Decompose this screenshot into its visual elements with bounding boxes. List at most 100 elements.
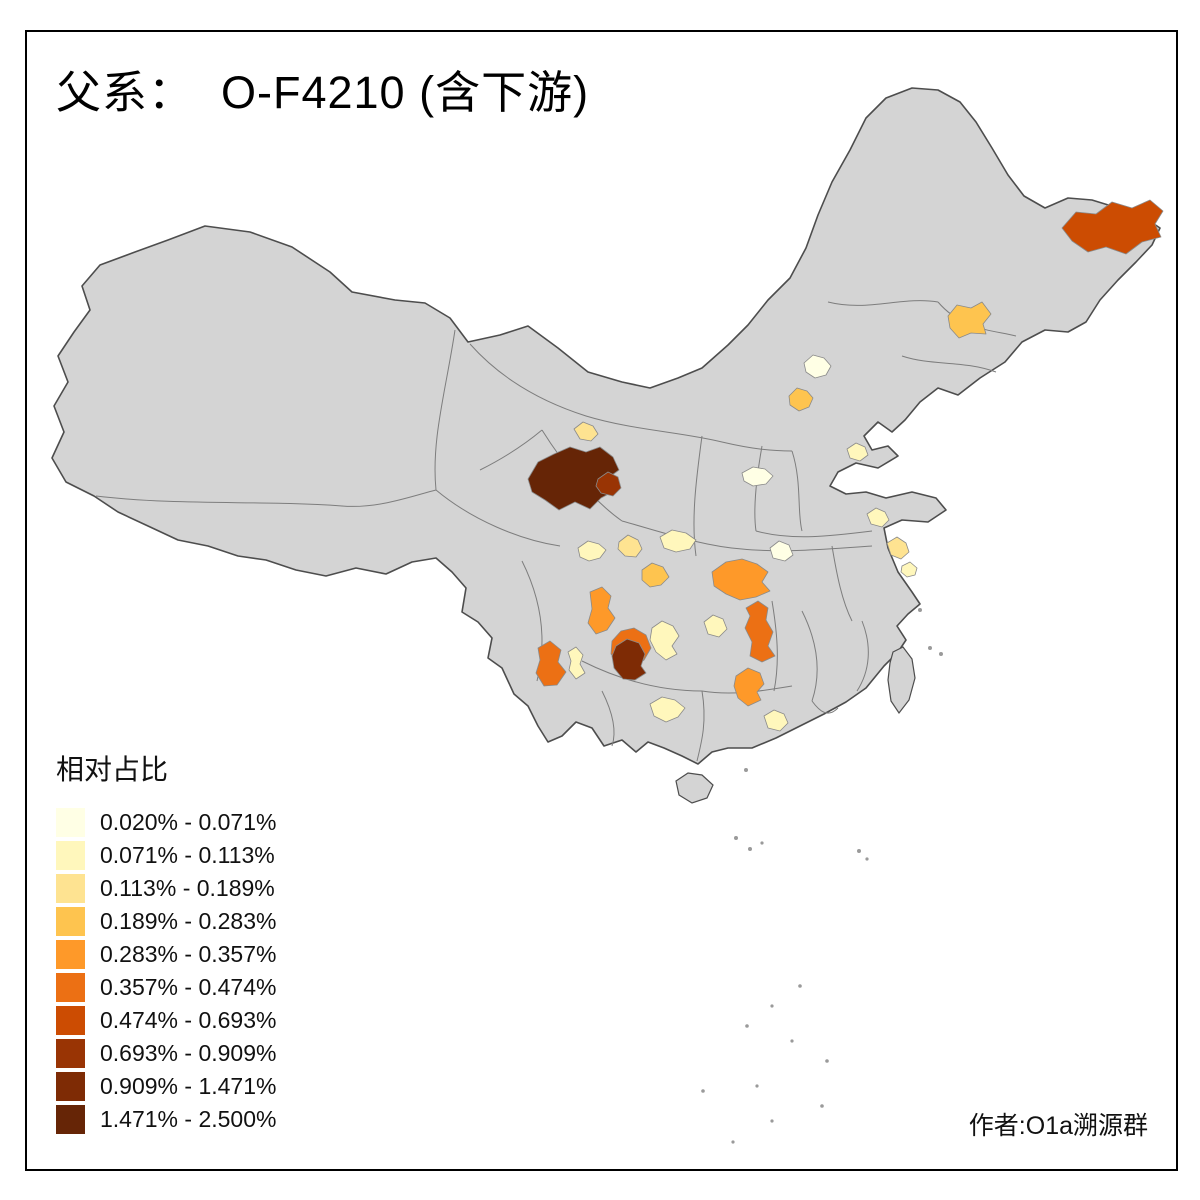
highlighted-regions: [527, 199, 1164, 732]
map-region: [866, 507, 890, 528]
border-line: [435, 489, 561, 547]
sea-islets: [701, 608, 943, 1144]
islet-dot: [748, 847, 752, 851]
border-line: [771, 600, 778, 692]
legend-label: 0.189% - 0.283%: [100, 908, 277, 934]
map-region: [659, 529, 697, 553]
map-region: [641, 562, 670, 588]
legend-swatch: [56, 808, 85, 837]
map-region: [769, 540, 794, 562]
islet-dot: [755, 1084, 759, 1088]
border-line: [601, 690, 615, 747]
legend-item: 0.693% - 0.909%: [56, 1039, 276, 1068]
border-line: [827, 300, 939, 306]
author-credit: 作者:O1a溯源群: [968, 1112, 1148, 1140]
islet-dot: [857, 849, 861, 853]
legend-item: 0.020% - 0.071%: [56, 808, 276, 837]
legend-item: 0.909% - 1.471%: [56, 1072, 276, 1101]
legend-label: 0.020% - 0.071%: [100, 809, 277, 835]
border-line: [801, 610, 818, 702]
legend-swatch: [56, 841, 85, 870]
legend-swatch: [56, 874, 85, 903]
islet-dot: [790, 1039, 794, 1043]
legend-label: 1.471% - 2.500%: [100, 1106, 277, 1132]
legend-label: 0.474% - 0.693%: [100, 1007, 277, 1033]
map-region: [846, 442, 869, 462]
border-line: [811, 700, 839, 714]
legend-item: 0.189% - 0.283%: [56, 907, 276, 936]
islet-dot: [701, 1089, 705, 1093]
islands: [675, 646, 916, 804]
legend-swatch: [56, 1039, 85, 1068]
china-outline: [51, 87, 1161, 765]
islet-dot: [731, 1140, 735, 1144]
legend-swatch: [56, 1105, 85, 1134]
legend-label: 0.071% - 0.113%: [100, 842, 275, 868]
border-line: [696, 690, 705, 762]
map-region: [900, 561, 918, 578]
islet-dot: [928, 646, 932, 650]
islet-dot: [918, 608, 922, 612]
legend-label: 0.909% - 1.471%: [100, 1073, 277, 1099]
map-region: [886, 536, 910, 560]
map-region: [567, 646, 586, 680]
map-region: [595, 471, 622, 497]
islet-dot: [760, 841, 764, 845]
islet-dot: [744, 768, 748, 772]
taiwan-island: [887, 646, 916, 715]
map-region: [577, 540, 607, 562]
province-borders: [95, 300, 1017, 762]
border-line: [621, 520, 873, 552]
legend-swatch: [56, 1072, 85, 1101]
map-region: [947, 301, 992, 339]
islet-dot: [865, 857, 869, 861]
islet-dot: [820, 1104, 824, 1108]
border-line: [755, 530, 873, 538]
border-line: [754, 445, 763, 532]
map-title: 父系： O-F4210 (含下游): [56, 67, 590, 118]
legend-swatch: [56, 940, 85, 969]
map-region: [587, 586, 616, 635]
legend-label: 0.113% - 0.189%: [100, 875, 275, 901]
legend: 相对占比 0.020% - 0.071% 0.071% - 0.113% 0.1…: [56, 748, 276, 1138]
map-region: [733, 667, 765, 707]
islet-dot: [745, 1024, 749, 1028]
border-line: [581, 660, 703, 692]
map-region: [1061, 199, 1164, 255]
border-line: [479, 429, 543, 471]
map-region: [649, 696, 686, 723]
islet-dot: [770, 1119, 774, 1123]
map-region: [744, 600, 776, 663]
legend-item: 0.071% - 0.113%: [56, 841, 276, 870]
islet-dot: [734, 836, 738, 840]
legend-item: 0.113% - 0.189%: [56, 874, 276, 903]
border-line: [856, 620, 869, 692]
map-region: [703, 614, 728, 638]
legend-swatch: [56, 907, 85, 936]
map-region: [573, 421, 599, 442]
legend-list: 0.020% - 0.071% 0.071% - 0.113% 0.113% -…: [56, 808, 276, 1134]
legend-item: 0.357% - 0.474%: [56, 973, 276, 1002]
map-region: [617, 534, 643, 558]
map-region: [741, 466, 774, 487]
map-region: [788, 387, 814, 412]
legend-swatch: [56, 973, 85, 1002]
legend-swatch: [56, 1006, 85, 1035]
legend-label: 0.283% - 0.357%: [100, 941, 277, 967]
border-line: [693, 435, 703, 557]
border-line: [831, 545, 853, 622]
legend-item: 0.283% - 0.357%: [56, 940, 276, 969]
border-line: [95, 489, 437, 507]
map-region: [611, 638, 647, 681]
islet-dot: [770, 1004, 774, 1008]
border-line: [434, 329, 456, 491]
legend-item: 0.474% - 0.693%: [56, 1006, 276, 1035]
islet-dot: [825, 1059, 829, 1063]
border-line: [901, 355, 997, 373]
islet-dot: [798, 984, 802, 988]
map-region: [649, 620, 680, 661]
map-region: [535, 640, 567, 687]
legend-label: 0.357% - 0.474%: [100, 974, 277, 1000]
legend-title: 相对占比: [56, 754, 169, 785]
